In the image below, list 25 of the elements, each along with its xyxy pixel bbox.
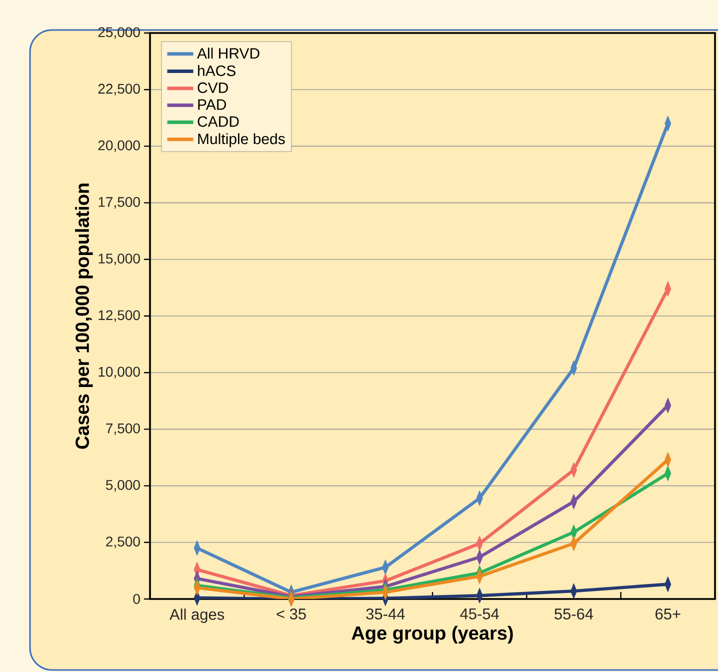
y-axis-title: Cases per 100,000 population [75, 184, 93, 449]
legend-label: Multiple beds [198, 133, 285, 148]
x-tick-label: 45-54 [460, 608, 499, 620]
y-tick-label: 0 [133, 594, 140, 604]
legend-label: All HRVD [197, 48, 260, 59]
legend-label: CADD [198, 116, 239, 127]
y-tick-label: 15,000 [98, 254, 140, 266]
x-tick-label: All ages [170, 608, 224, 623]
legend-label: hACS [198, 65, 236, 76]
y-tick-label: 5,000 [106, 480, 140, 492]
legend-label: PAD [198, 99, 226, 110]
x-tick-label: 35-44 [366, 608, 405, 620]
y-tick-label: 2,500 [106, 536, 140, 548]
x-axis-title: Age group (years) [352, 626, 513, 644]
y-tick-label: 22,500 [98, 84, 140, 96]
y-tick-label: 7,500 [106, 423, 140, 435]
y-tick-label: 25,000 [98, 27, 140, 39]
legend-label: CVD [198, 82, 228, 94]
x-tick-label: 55-64 [554, 608, 594, 620]
y-tick-label: 20,000 [98, 140, 140, 152]
y-tick-label: 17,500 [98, 197, 140, 209]
y-tick-label: 10,000 [98, 366, 140, 378]
x-tick-label: 65+ [656, 608, 680, 620]
x-tick-label: < 35 [276, 608, 306, 620]
y-tick-label: 12,500 [98, 310, 140, 322]
